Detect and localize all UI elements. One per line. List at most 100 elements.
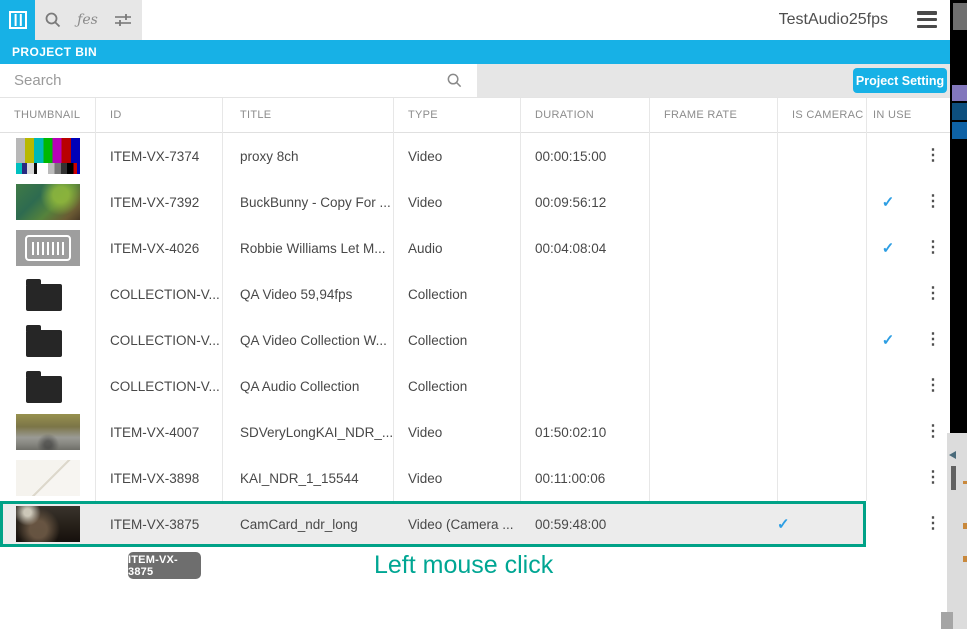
cell-thumbnail [0, 370, 95, 403]
kebab-menu-icon[interactable]: ⋮ [925, 515, 941, 532]
kebab-menu-icon[interactable]: ⋮ [925, 147, 941, 164]
cell-id: ITEM-VX-4026 [110, 240, 200, 256]
table-row[interactable]: ITEM-VX-7392 BuckBunny - Copy For ... Vi… [0, 179, 950, 225]
cell-id: ITEM-VX-4007 [110, 424, 200, 440]
cell-in-use: ✓ ⋮ [866, 179, 950, 225]
column-header-duration[interactable]: DURATION [535, 109, 595, 121]
tab-scripts[interactable]: ƒes [70, 0, 105, 40]
column-header-in-use[interactable]: IN USE [873, 109, 912, 121]
kebab-menu-icon[interactable]: ⋮ [925, 377, 941, 394]
cell-is-cameracard: ✓ [777, 501, 866, 547]
cell-is-cameracard: ✓ [777, 147, 866, 165]
search-input[interactable] [0, 64, 446, 97]
cell-in-use: ✓ ⋮ [866, 455, 950, 501]
table-body: ITEM-VX-7374 proxy 8ch Video 00:00:15:00… [0, 133, 950, 547]
cell-thumbnail [0, 278, 95, 311]
window-title: TestAudio25fps [778, 11, 888, 28]
table-row[interactable]: ITEM-VX-7374 proxy 8ch Video 00:00:15:00… [0, 133, 950, 179]
background-artifact [963, 523, 967, 529]
cell-duration: 00:00:15:00 [535, 148, 607, 164]
top-toolbar: ƒes TestAudio25fps [0, 0, 950, 40]
table-row[interactable]: ITEM-VX-3898 KAI_NDR_1_15544 Video 00:11… [0, 455, 950, 501]
cell-is-cameracard: ✓ [777, 239, 866, 257]
project-bin-header: PROJECT BIN [0, 40, 950, 64]
column-header-is-cameracard[interactable]: IS CAMERAC [792, 109, 864, 121]
tab-filters[interactable] [105, 0, 140, 40]
cell-id: ITEM-VX-3875 [95, 501, 222, 547]
cell-thumbnail [0, 460, 95, 496]
cell-thumbnail [0, 184, 95, 220]
cell-id: COLLECTION-V... [110, 378, 220, 394]
project-bin-table: THUMBNAIL ID TITLE TYPE DURATION FRAME R… [0, 97, 950, 547]
hamburger-menu-icon[interactable] [917, 11, 937, 28]
column-header-frame-rate[interactable]: FRAME RATE [664, 109, 738, 121]
cell-is-cameracard: ✓ [777, 285, 866, 303]
fx-script-icon: ƒes [77, 12, 98, 28]
cell-type: Video [408, 470, 443, 486]
background-app-strip [950, 0, 967, 433]
drag-ghost-tag: ITEM-VX-3875 [128, 552, 201, 579]
kebab-menu-icon[interactable]: ⋮ [925, 423, 941, 440]
cameracard-check-icon: ✓ [777, 516, 790, 533]
cell-in-use: ✓ ⋮ [866, 363, 950, 409]
scrollbar-thumb[interactable] [951, 466, 956, 490]
kebab-menu-icon[interactable]: ⋮ [925, 469, 941, 486]
cell-in-use: ✓ ⋮ [866, 317, 950, 363]
cell-in-use: ✓ ⋮ [866, 133, 950, 179]
table-row[interactable]: COLLECTION-V... QA Audio Collection Coll… [0, 363, 950, 409]
thumbnail [16, 138, 80, 174]
column-header-id[interactable]: ID [110, 109, 122, 121]
table-row[interactable]: COLLECTION-V... QA Video 59,94fps Collec… [0, 271, 950, 317]
cell-title: SDVeryLongKAI_NDR_... [240, 424, 393, 440]
cell-id: ITEM-VX-3898 [110, 470, 200, 486]
cell-title: QA Video Collection W... [240, 332, 387, 348]
column-header-thumbnail[interactable]: THUMBNAIL [14, 109, 81, 121]
table-row[interactable]: ITEM-VX-4026 Robbie Williams Let M... Au… [0, 225, 950, 271]
sliders-icon [114, 11, 132, 29]
cell-thumbnail [0, 414, 95, 450]
tab-search[interactable] [35, 0, 70, 40]
background-artifact [953, 3, 967, 30]
folder-icon [26, 370, 62, 403]
background-artifact [952, 103, 967, 120]
table-header: THUMBNAIL ID TITLE TYPE DURATION FRAME R… [0, 97, 950, 133]
cell-is-cameracard: ✓ [777, 469, 866, 487]
cell-id: ITEM-VX-7374 [110, 148, 200, 164]
scroll-arrow-icon[interactable] [949, 451, 956, 459]
cell-id: COLLECTION-V... [110, 286, 220, 302]
search-row: Project Setting [0, 64, 950, 97]
kebab-menu-icon[interactable]: ⋮ [925, 239, 941, 256]
inuse-check-icon: ✓ [881, 240, 895, 257]
cell-duration: 01:50:02:10 [535, 424, 607, 440]
thumbnail [16, 506, 80, 542]
search-icon[interactable] [446, 72, 463, 89]
cell-in-use: ✓ ⋮ [866, 501, 950, 547]
cell-type: Video [408, 194, 443, 210]
thumbnail [16, 184, 80, 220]
scrollbar-corner [941, 612, 953, 629]
inuse-check-icon: ✓ [881, 332, 895, 349]
cell-is-cameracard: ✓ [777, 423, 866, 441]
kebab-menu-icon[interactable]: ⋮ [925, 331, 941, 348]
cell-duration: 00:04:08:04 [535, 240, 607, 256]
thumbnail [16, 460, 80, 496]
cell-title: proxy 8ch [240, 148, 299, 164]
cell-id: ITEM-VX-7392 [110, 194, 200, 210]
kebab-menu-icon[interactable]: ⋮ [925, 285, 941, 302]
cell-type: Video [408, 424, 443, 440]
cell-thumbnail [0, 501, 95, 547]
column-header-title[interactable]: TITLE [240, 109, 272, 121]
toolbar-tabstrip: ƒes [0, 0, 142, 40]
project-setting-button[interactable]: Project Setting [853, 68, 947, 93]
tab-project-bin[interactable] [0, 0, 35, 40]
background-artifact [952, 85, 967, 101]
kebab-menu-icon[interactable]: ⋮ [925, 193, 941, 210]
cell-thumbnail [0, 138, 95, 174]
cell-is-cameracard: ✓ [777, 377, 866, 395]
column-header-type[interactable]: TYPE [408, 109, 438, 121]
table-row[interactable]: ITEM-VX-4007 SDVeryLongKAI_NDR_... Video… [0, 409, 950, 455]
table-row[interactable]: ITEM-VX-3875 CamCard_ndr_long Video (Cam… [0, 501, 950, 547]
table-row[interactable]: COLLECTION-V... QA Video Collection W...… [0, 317, 950, 363]
waveform-icon [25, 235, 71, 261]
